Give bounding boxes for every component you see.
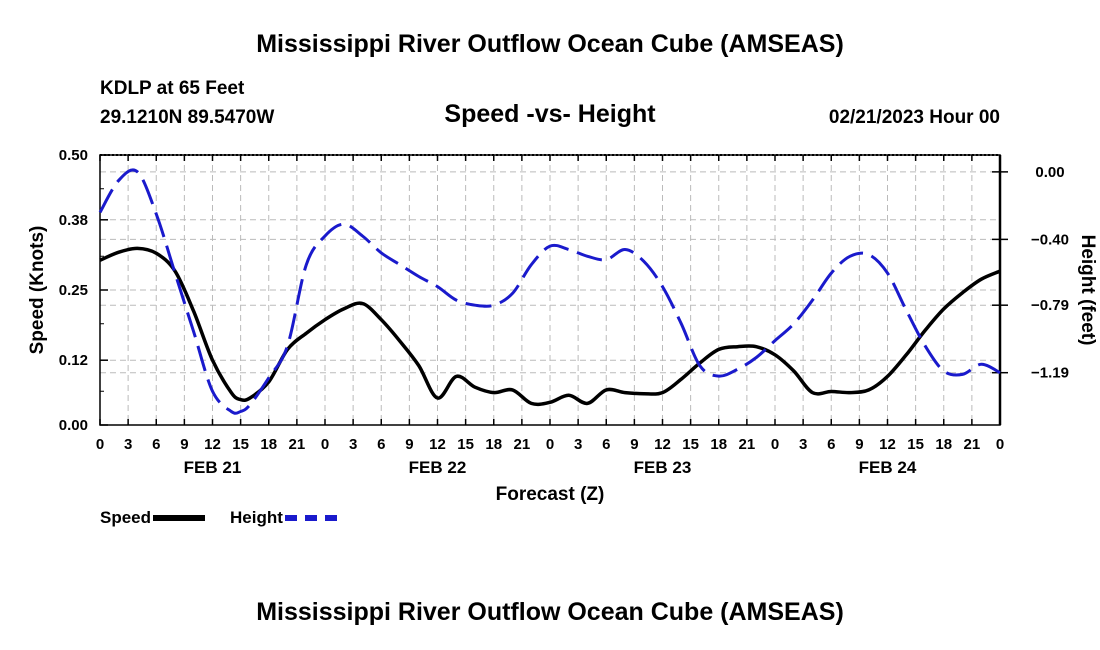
x-tick-label: 9 xyxy=(630,436,638,453)
x-axis-label: Forecast (Z) xyxy=(496,484,605,505)
legend-height-label: Height xyxy=(230,508,283,527)
x-tick-label: 6 xyxy=(152,436,160,453)
x-tick-label: 0 xyxy=(546,436,554,453)
x-tick-label: 15 xyxy=(457,436,474,453)
x-tick-label: 9 xyxy=(855,436,863,453)
x-tick-label: 3 xyxy=(349,436,357,453)
x-tick-label: 21 xyxy=(289,436,306,453)
x-tick-label: 6 xyxy=(827,436,835,453)
x-tick-label: 15 xyxy=(682,436,699,453)
x-tick-label: 6 xyxy=(377,436,385,453)
y2-axis-label: Height (feet) xyxy=(1077,235,1098,346)
x-tick-label: 12 xyxy=(204,436,221,453)
x-tick-label: 21 xyxy=(514,436,531,453)
x-tick-label: 6 xyxy=(602,436,610,453)
x-tick-label: 15 xyxy=(232,436,249,453)
x-tick-label: 3 xyxy=(124,436,132,453)
station-coords: 29.1210N 89.5470W xyxy=(100,107,275,128)
series-line-height xyxy=(98,168,1001,415)
x-tick-label: 3 xyxy=(799,436,807,453)
x-tick-label: 12 xyxy=(429,436,446,453)
y2-tick-label: −0.40 xyxy=(1031,231,1069,248)
repeat-title: Mississippi River Outflow Ocean Cube (AM… xyxy=(256,598,844,626)
x-tick-label: 9 xyxy=(180,436,188,453)
x-tick-label: 0 xyxy=(321,436,329,453)
x-tick-label: 12 xyxy=(879,436,896,453)
station-label: KDLP at 65 Feet xyxy=(100,78,245,99)
x-tick-label: 18 xyxy=(935,436,952,453)
day-label: FEB 23 xyxy=(634,458,692,477)
x-tick-label: 0 xyxy=(996,436,1004,453)
legend-height: Height xyxy=(230,508,337,528)
y-tick-label: 0.25 xyxy=(59,282,88,299)
legend-speed-label: Speed xyxy=(100,508,152,527)
x-tick-label: 9 xyxy=(405,436,413,453)
x-tick-label: 3 xyxy=(574,436,582,453)
legend-height-swatch xyxy=(284,515,337,521)
x-tick-label: 0 xyxy=(771,436,779,453)
x-tick-label: 21 xyxy=(739,436,756,453)
y2-tick-label: −0.79 xyxy=(1031,297,1069,314)
x-tick-label: 18 xyxy=(485,436,502,453)
main-title: Mississippi River Outflow Ocean Cube (AM… xyxy=(256,30,844,58)
x-tick-label: 21 xyxy=(964,436,981,453)
x-tick-label: 0 xyxy=(96,436,104,453)
day-label: FEB 22 xyxy=(409,458,467,477)
x-tick-label: 15 xyxy=(907,436,924,453)
y2-tick-label: 0.00 xyxy=(1035,164,1064,181)
legend-speed: Speed xyxy=(100,508,206,528)
day-label: FEB 21 xyxy=(184,458,242,477)
series-line-speed xyxy=(99,246,1001,407)
x-tick-label: 18 xyxy=(710,436,727,453)
day-label: FEB 24 xyxy=(859,458,917,477)
y-tick-label: 0.50 xyxy=(59,147,88,164)
legend-speed-swatch xyxy=(153,515,206,521)
y2-tick-label: −1.19 xyxy=(1031,365,1069,382)
x-tick-label: 18 xyxy=(260,436,277,453)
x-tick-label: 12 xyxy=(654,436,671,453)
y-tick-label: 0.12 xyxy=(59,352,88,369)
y-axis-label: Speed (Knots) xyxy=(27,226,48,355)
y-tick-label: 0.00 xyxy=(59,417,88,434)
forecast-datetime: 02/21/2023 Hour 00 xyxy=(828,107,1000,128)
chart-subtitle: Speed -vs- Height xyxy=(444,100,656,128)
y-tick-label: 0.38 xyxy=(59,212,88,229)
